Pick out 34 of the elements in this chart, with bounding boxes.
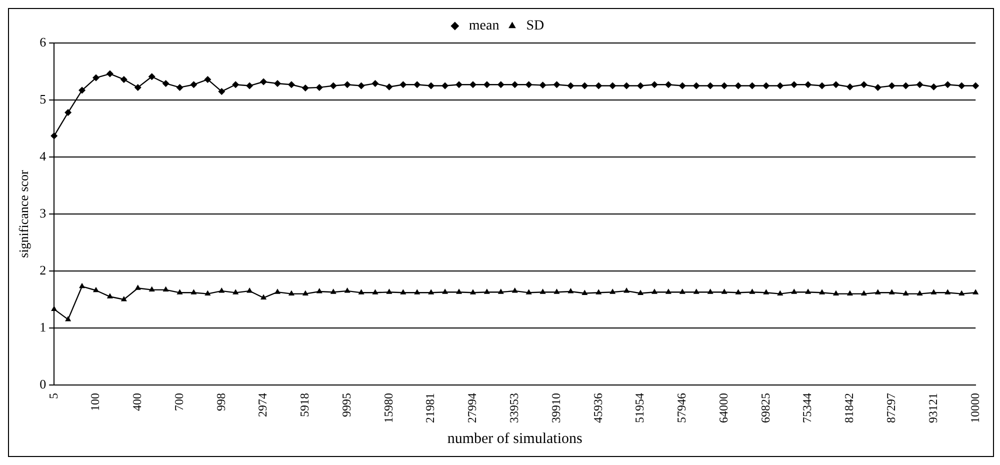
x-tick-label: 64000 bbox=[716, 393, 730, 423]
x-tick-label: 69825 bbox=[758, 393, 772, 423]
x-tick-label: 9995 bbox=[339, 393, 354, 417]
y-tick-label: 1 bbox=[40, 319, 46, 334]
x-tick-label: 5918 bbox=[298, 393, 312, 417]
x-tick-label: 700 bbox=[172, 393, 186, 411]
x-tick-label: 93121 bbox=[926, 393, 940, 423]
y-tick-label: 5 bbox=[40, 91, 46, 106]
x-tick-label: 81842 bbox=[842, 393, 856, 423]
x-tick-label: 51954 bbox=[632, 393, 647, 423]
y-tick-label: 3 bbox=[40, 205, 46, 220]
legend-label: mean bbox=[468, 18, 500, 34]
x-tick-label: 87297 bbox=[884, 393, 898, 423]
x-tick-label: 39910 bbox=[548, 393, 563, 423]
x-tick-label: 27994 bbox=[465, 393, 480, 423]
x-tick-label: 5 bbox=[46, 393, 60, 399]
x-tick-label: 33953 bbox=[507, 393, 522, 423]
x-tick-label: 75344 bbox=[800, 393, 814, 423]
x-tick-label: 100 bbox=[88, 393, 102, 411]
y-tick-label: 0 bbox=[40, 376, 46, 392]
x-axis-title: number of simulations bbox=[447, 430, 582, 447]
x-tick-label: 2974 bbox=[256, 393, 270, 417]
x-tick-label: 57946 bbox=[674, 393, 689, 423]
legend-label: SD bbox=[526, 18, 544, 34]
x-tick-label: 998 bbox=[214, 393, 228, 411]
x-tick-label: 400 bbox=[130, 393, 144, 411]
x-tick-label: 10000 bbox=[968, 393, 982, 423]
x-tick-label: 45936 bbox=[590, 393, 605, 423]
y-tick-label: 6 bbox=[40, 34, 47, 50]
x-tick-label: 15980 bbox=[381, 393, 396, 423]
y-tick-label: 2 bbox=[40, 262, 46, 278]
x-tick-label: 21981 bbox=[423, 393, 438, 423]
y-axis-title: significance scor bbox=[16, 169, 32, 258]
y-tick-label: 4 bbox=[40, 148, 47, 164]
